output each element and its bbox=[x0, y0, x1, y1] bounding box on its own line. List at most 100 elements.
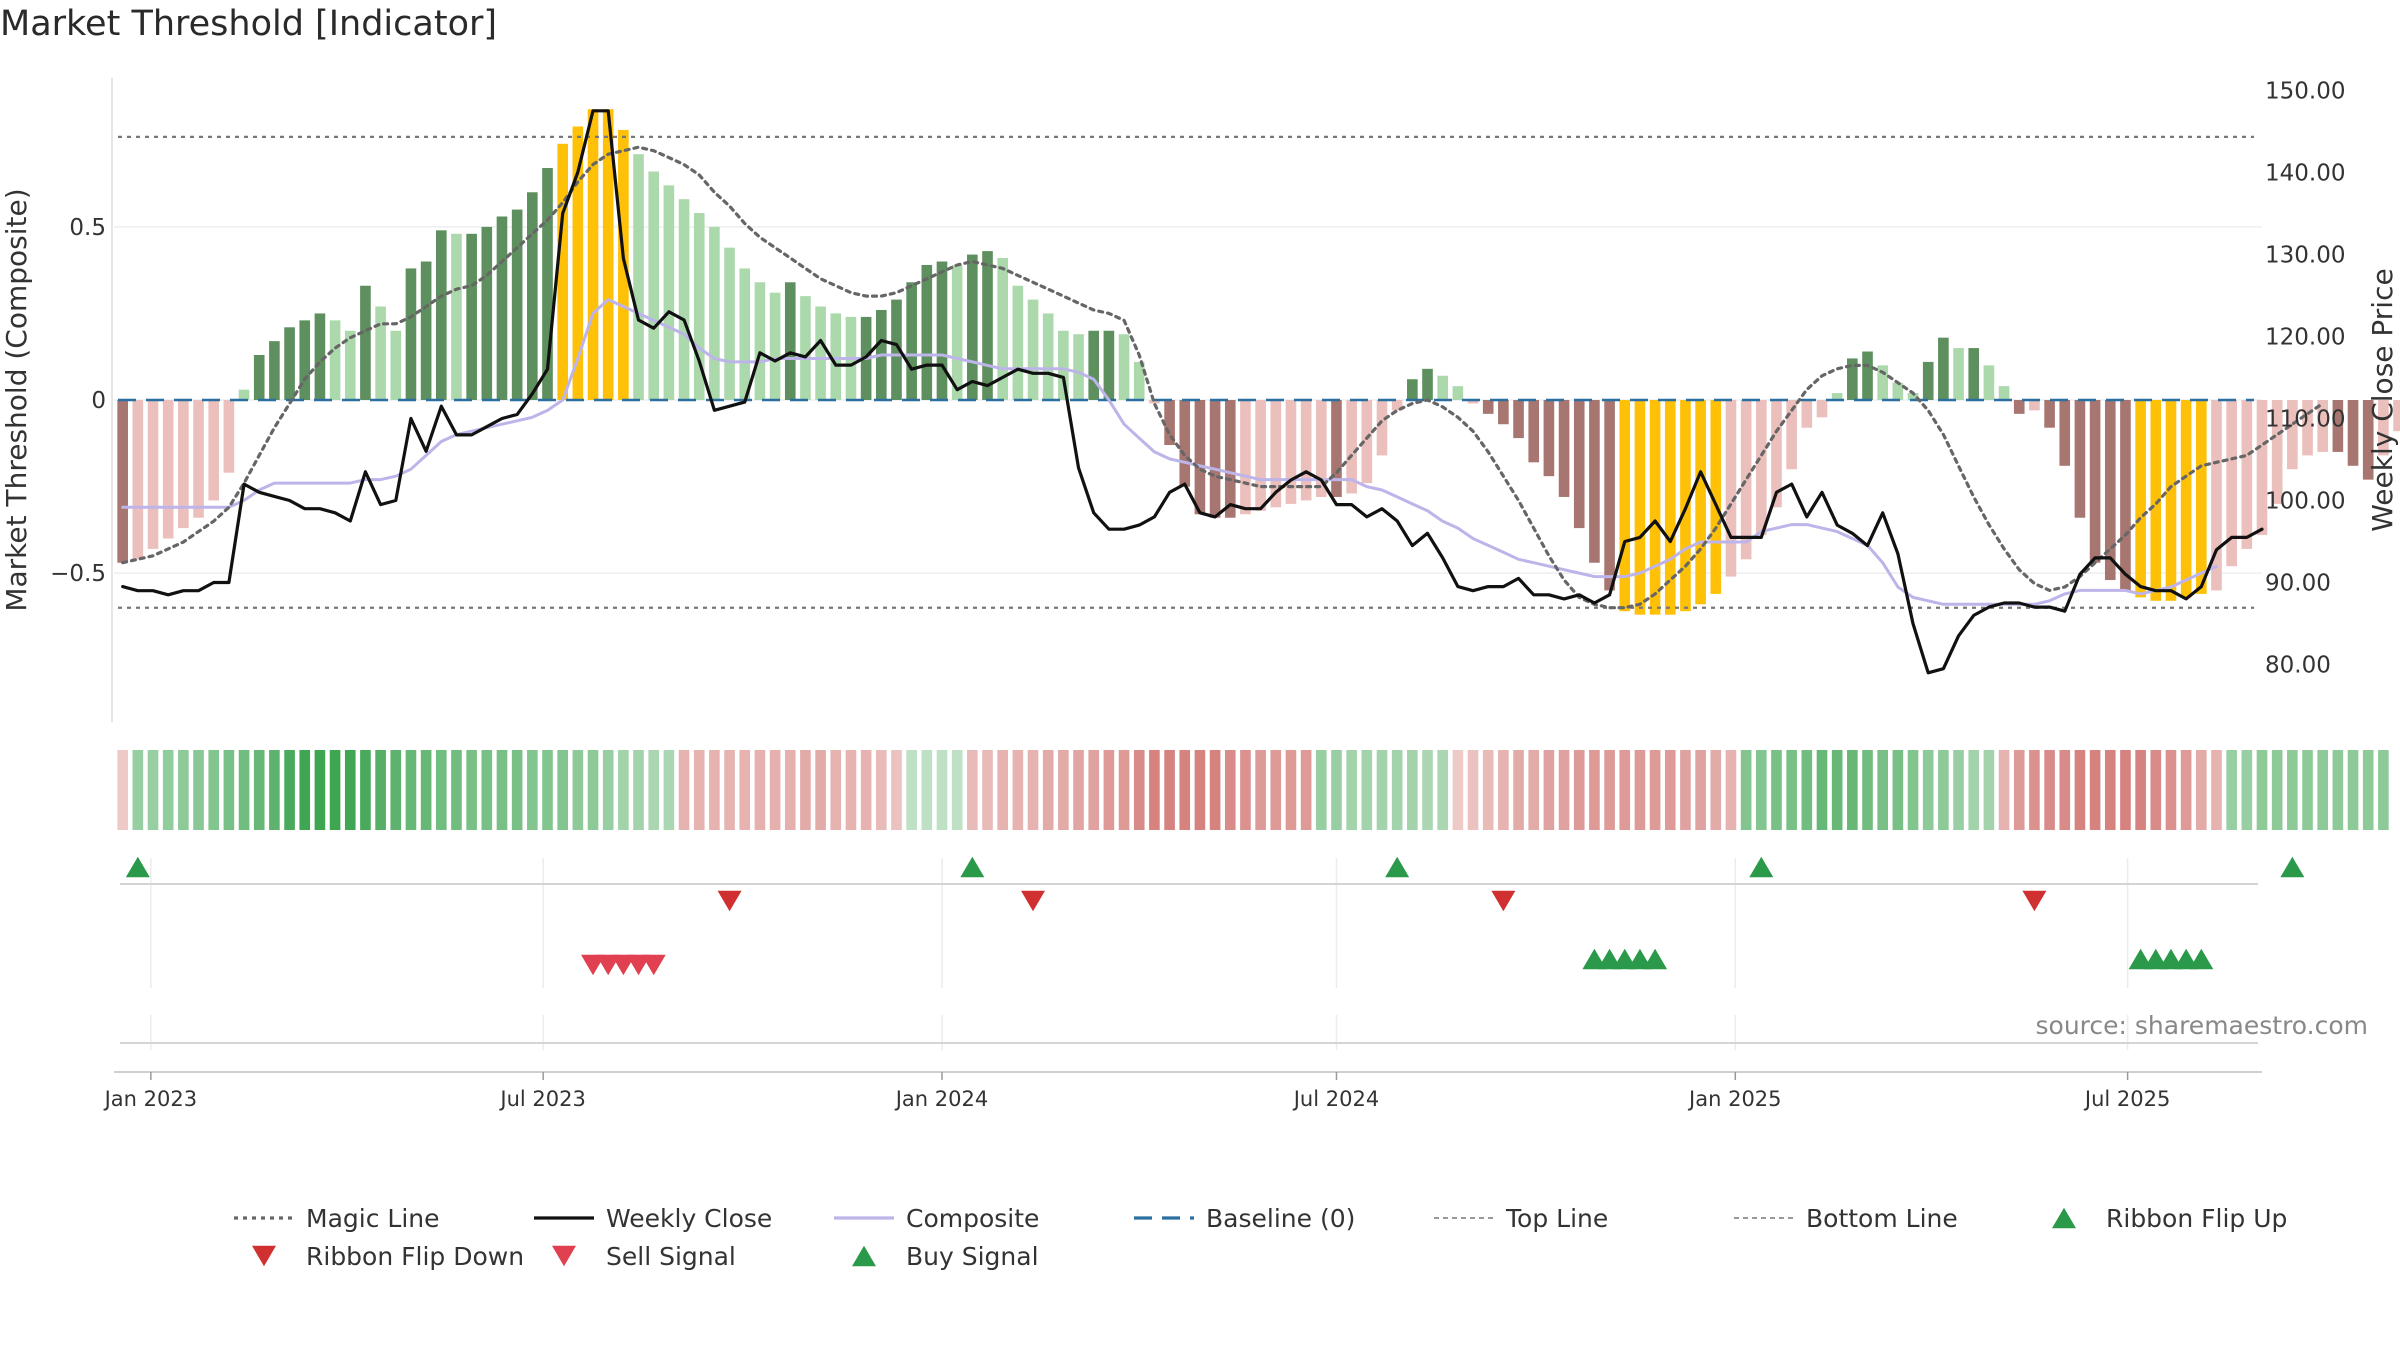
ribbon-cell bbox=[2059, 750, 2071, 830]
ribbon-cell bbox=[1164, 750, 1175, 830]
composite-bar bbox=[587, 109, 599, 401]
ribbon-cell bbox=[633, 750, 644, 830]
legend-label: Sell Signal bbox=[606, 1242, 736, 1271]
ribbon-cell bbox=[2211, 750, 2222, 830]
composite-bar bbox=[435, 230, 447, 400]
ribbon-cell bbox=[800, 750, 811, 830]
composite-bar bbox=[117, 400, 128, 563]
ribbon-flip-down-marker bbox=[1021, 890, 1046, 912]
magic-line bbox=[121, 145, 2325, 610]
composite-bar bbox=[2393, 400, 2400, 432]
ribbon-cell bbox=[299, 750, 311, 830]
composite-bar bbox=[284, 327, 295, 400]
composite-bar bbox=[314, 313, 326, 400]
composite-bar bbox=[2302, 400, 2313, 456]
ribbon-cell bbox=[557, 750, 568, 830]
ribbon-cell bbox=[360, 750, 371, 830]
buy-signal-marker bbox=[2174, 948, 2199, 970]
buy-signal-marker bbox=[1612, 948, 1637, 970]
ribbon-cell bbox=[1407, 750, 1418, 830]
composite-bar bbox=[724, 247, 735, 400]
composite-bar bbox=[1149, 400, 1160, 404]
ribbon-cell bbox=[314, 750, 326, 830]
ribbon-cell bbox=[754, 750, 766, 830]
ribbon-cell bbox=[997, 750, 1008, 830]
composite-bar bbox=[1224, 400, 1236, 518]
composite-bar bbox=[390, 330, 402, 400]
ribbon-cell bbox=[2226, 750, 2237, 830]
composite-bar bbox=[1831, 393, 1843, 400]
ribbon-cell bbox=[982, 750, 993, 830]
composite-bar bbox=[1573, 400, 1585, 529]
ribbon-cell bbox=[572, 750, 584, 830]
ribbon-panel bbox=[117, 750, 2389, 830]
ribbon-cell bbox=[2271, 750, 2283, 830]
ribbon-cell bbox=[1589, 750, 1600, 830]
composite-bar bbox=[1847, 358, 1858, 400]
ribbon-cell bbox=[420, 750, 432, 830]
sell-signal-marker bbox=[611, 954, 636, 976]
composite-bar bbox=[921, 264, 933, 400]
legend-swatch bbox=[2052, 1207, 2076, 1229]
ribbon-cell bbox=[648, 750, 660, 830]
ribbon-cell bbox=[1983, 750, 1995, 830]
composite-bar bbox=[269, 341, 280, 400]
ribbon-cell bbox=[375, 750, 386, 830]
ribbon-cell bbox=[1027, 750, 1039, 830]
composite-bar bbox=[2165, 400, 2177, 601]
ribbon-cell bbox=[1179, 750, 1191, 830]
composite-bar bbox=[1907, 393, 1919, 400]
ribbon-flip-up-marker bbox=[960, 856, 985, 878]
ribbon-cell bbox=[1847, 750, 1858, 830]
ribbon-flip-up-marker bbox=[2280, 856, 2305, 878]
ribbon-cell bbox=[1755, 750, 1767, 830]
composite-bar bbox=[329, 320, 341, 400]
chart-title: Market Threshold [Indicator] bbox=[0, 4, 498, 44]
composite-bar bbox=[1664, 400, 1676, 615]
composite-bar bbox=[1862, 351, 1873, 400]
composite-bar bbox=[2211, 400, 2222, 591]
ribbon-cell bbox=[1331, 750, 1342, 830]
ribbon-cell bbox=[162, 750, 174, 830]
ribbon-cell bbox=[906, 750, 917, 830]
composite-bar bbox=[936, 261, 948, 400]
ribbon-cell bbox=[481, 750, 493, 830]
composite-bar bbox=[1558, 400, 1570, 497]
composite-bar bbox=[162, 400, 174, 539]
composite-bar bbox=[1209, 400, 1221, 518]
composite-bar bbox=[1133, 361, 1145, 400]
composite-bar bbox=[2347, 400, 2359, 466]
composite-bar bbox=[1164, 400, 1175, 446]
ribbon-cell bbox=[466, 750, 477, 830]
composite-bar bbox=[1528, 400, 1540, 463]
ribbon-cell bbox=[496, 750, 508, 830]
composite-bar bbox=[1998, 386, 2010, 400]
composite-bar bbox=[1285, 400, 1297, 504]
ribbon-cell bbox=[1315, 750, 1327, 830]
composite-bar bbox=[1983, 365, 1995, 400]
ribbon-cell bbox=[1680, 750, 1691, 830]
composite-bar bbox=[1407, 379, 1418, 400]
ribbon-cell bbox=[921, 750, 933, 830]
ribbon-flip-down-marker bbox=[1491, 890, 1516, 912]
legend-label: Weekly Close bbox=[606, 1204, 772, 1233]
ribbon-cell bbox=[1224, 750, 1236, 830]
ribbon-flip-up-marker bbox=[1749, 856, 1774, 878]
composite-bar bbox=[784, 282, 796, 400]
composite-bar bbox=[223, 400, 235, 473]
composite-bar bbox=[1968, 348, 1980, 400]
composite-bar bbox=[997, 258, 1008, 400]
composite-bar bbox=[1953, 348, 1964, 400]
ribbon-cell bbox=[618, 750, 629, 830]
ribbon-cell bbox=[1619, 750, 1631, 830]
composite-bar bbox=[1938, 337, 1949, 400]
composite-bar bbox=[951, 264, 963, 400]
composite-bar bbox=[527, 192, 538, 400]
composite-bar bbox=[2378, 400, 2389, 456]
ribbon-cell bbox=[2013, 750, 2025, 830]
composite-bar bbox=[1255, 400, 1266, 511]
ribbon-cell bbox=[1573, 750, 1585, 830]
composite-bar bbox=[2150, 400, 2162, 601]
ribbon-cell bbox=[1771, 750, 1782, 830]
composite-bar bbox=[982, 251, 993, 400]
